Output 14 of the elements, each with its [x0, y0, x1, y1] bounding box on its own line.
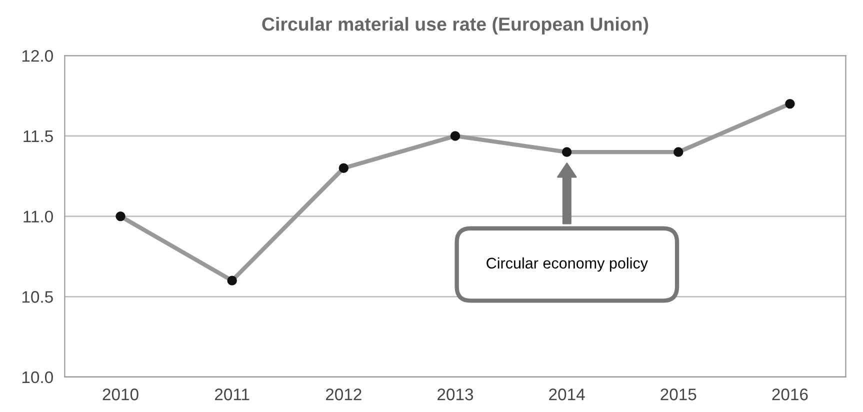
y-tick-label: 11.5 — [24, 130, 53, 142]
x-tick-label: 2014 — [549, 388, 585, 400]
y-tick-label: 10.5 — [22, 291, 53, 303]
y-tick-label: 10.0 — [22, 371, 53, 384]
x-tick-label: 2012 — [326, 388, 362, 400]
x-tick-label: 2011 — [215, 388, 250, 400]
x-tick-label: 2015 — [660, 388, 696, 400]
chart-title: Circular material use rate (European Union) — [262, 17, 648, 35]
annotation: Circular economy policy — [486, 257, 648, 272]
x-tick-label: 2013 — [438, 388, 474, 400]
y-tick-label: 12.0 — [22, 50, 53, 62]
x-tick-label: 2016 — [772, 388, 808, 400]
x-tick-label: 2010 — [102, 388, 138, 400]
y-tick-label: 11.0 — [24, 210, 53, 223]
